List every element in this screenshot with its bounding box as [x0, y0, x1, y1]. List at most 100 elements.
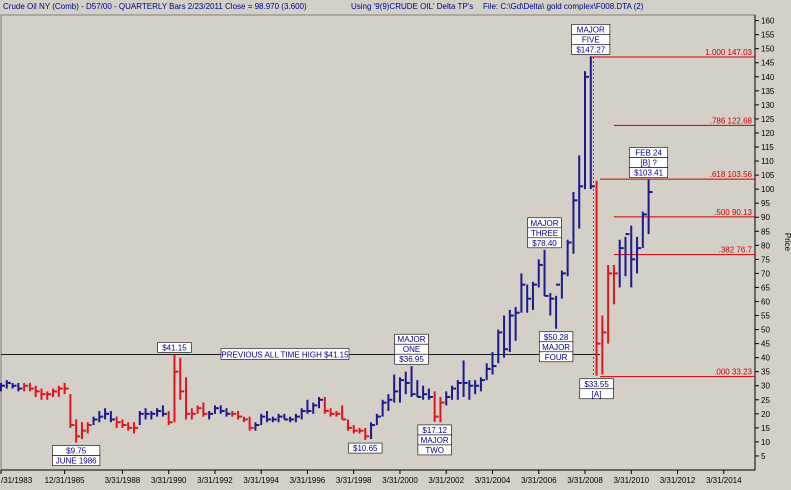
x-tick-label: 3/31/2002 [428, 476, 464, 485]
annotation-box [394, 353, 429, 365]
y-tick-label: 20 [761, 410, 770, 419]
annotation-box [538, 351, 574, 363]
annotation-box [629, 167, 669, 178]
fib-level-label: .382 76.7 [719, 246, 753, 255]
y-tick-label: 135 [761, 87, 775, 96]
annotation-label: MAJOR [577, 25, 605, 34]
fib-level-label: .786 122.68 [710, 116, 753, 125]
annotation-label: $41.15 [162, 343, 187, 352]
previous-high-label: PREVIOUS ALL TIME HIGH $41.15 [221, 350, 349, 359]
x-tick-label: 3/31/1998 [336, 476, 372, 485]
delta-file-using: Using '9(9)CRUDE OIL' Delta TP's [351, 2, 474, 11]
y-tick-label: 70 [761, 269, 770, 278]
x-axis-ticks: /31/1983 12/31/1985 3/31/1988 3/31/1990 3/31… [0, 470, 742, 485]
instrument-title: Crude Oil NY (Comb) - D57/00 - QUARTERLY… [3, 2, 307, 11]
y-tick-label: 150 [761, 45, 775, 54]
y-tick-label: 130 [761, 101, 775, 110]
annotation-box [579, 388, 614, 400]
x-tick-label: 3/31/1992 [197, 476, 233, 485]
y-tick-label: 160 [761, 17, 775, 26]
data-file-path: File: C:\Gd\Delta\ gold complex\F008.DTA… [483, 2, 644, 11]
y-tick-label: 85 [761, 227, 770, 236]
previous-high-label-box [220, 348, 350, 360]
y-tick-label: 95 [761, 199, 770, 208]
x-tick-label: 3/31/2004 [475, 476, 511, 485]
x-tick-label: 3/31/2014 [706, 476, 742, 485]
annotation-label: $9.75 [66, 447, 87, 456]
annotation-label: MAJOR [531, 219, 559, 228]
annotation-label: $17.12 [422, 426, 447, 435]
annotation-label: $33.55 [584, 380, 609, 389]
y-tick-label: 80 [761, 241, 770, 250]
fib-levels: 1.000 147.03 .786 122.68 .618 103.56 .500 9… [590, 48, 755, 378]
annotation-box [527, 237, 562, 249]
fib-level-label: .500 90.13 [714, 208, 752, 217]
annotation-label: $78.40 [532, 239, 557, 248]
annotation-label: THREE [531, 229, 558, 238]
annotation-label: JUNE 1986 [56, 457, 97, 466]
fib-level-label: .618 103.56 [710, 170, 753, 179]
annotation-box [348, 442, 383, 454]
annotation-label: $147.27 [576, 45, 605, 54]
y-tick-label: 60 [761, 297, 770, 306]
annotation-box [52, 455, 101, 466]
annotation-label: MAJOR [542, 343, 570, 352]
x-tick-label: 12/31/1985 [45, 476, 86, 485]
chart-header: Crude Oil NY (Comb) - D57/00 - QUARTERLY… [3, 2, 763, 14]
y-tick-label: 75 [761, 255, 770, 264]
annotation-label: $50.28 [544, 333, 569, 342]
x-tick-label: 3/31/1990 [151, 476, 187, 485]
y-tick-label: 115 [761, 143, 774, 152]
annotation-label: FIVE [582, 35, 600, 44]
fib-level-label: .000 33.23 [714, 368, 752, 377]
y-tick-label: 100 [761, 185, 775, 194]
x-tick-label: /31/1983 [1, 476, 33, 485]
annotation-label: MAJOR [421, 436, 449, 445]
x-tick-label: 3/31/1996 [290, 476, 326, 485]
y-tick-label: 40 [761, 354, 770, 363]
annotation-box [157, 342, 192, 353]
annotation-label: [B] ? [640, 159, 657, 168]
annotation-label: TWO [425, 446, 444, 455]
x-tick-label: 3/31/2008 [567, 476, 603, 485]
y-tick-label: 25 [761, 396, 770, 405]
annotation-box [571, 44, 611, 55]
x-tick-label: 3/31/2000 [382, 476, 418, 485]
y-tick-label: 90 [761, 213, 770, 222]
annotation-box [417, 444, 452, 456]
y-tick-label: 65 [761, 283, 770, 292]
y-tick-label: 120 [761, 129, 775, 138]
price-bars [0, 56, 653, 443]
annotation-label: $10.65 [353, 444, 378, 453]
y-tick-label: 55 [761, 312, 770, 321]
y-tick-label: 125 [761, 115, 775, 124]
annotation-label: MAJOR [398, 335, 426, 344]
x-tick-label: 3/31/2006 [521, 476, 557, 485]
y-axis-ticks: 5 10 15 20 25 30 35 40 45 50 55 60 65 70 75 80 85 90 95 100… [755, 17, 775, 461]
annotation-label: ONE [403, 345, 420, 354]
annotation-label: FOUR [545, 353, 568, 362]
y-tick-label: 10 [761, 438, 770, 447]
fib-level-label: 1.000 147.03 [705, 48, 752, 57]
x-tick-label: 3/31/1988 [105, 476, 141, 485]
y-tick-label: 50 [761, 326, 770, 335]
y-tick-label: 30 [761, 382, 770, 391]
y-tick-label: 45 [761, 340, 770, 349]
y-tick-label: 155 [761, 31, 775, 40]
x-tick-label: 3/31/2010 [613, 476, 649, 485]
x-tick-label: 3/31/1994 [243, 476, 279, 485]
previous-high-line: PREVIOUS ALL TIME HIGH $41.15 [1, 348, 601, 360]
y-tick-label: 5 [761, 452, 766, 461]
y-tick-label: 110 [761, 157, 774, 166]
annotation-label: $103.41 [634, 169, 663, 178]
y-tick-label: 35 [761, 368, 770, 377]
y-tick-label: 140 [761, 73, 775, 82]
annotation-label: [A] [592, 390, 602, 399]
y-tick-label: 15 [761, 424, 770, 433]
annotation-label: $36.95 [399, 355, 424, 364]
annotation-label: FEB 24 [635, 149, 662, 158]
y-tick-label: 145 [761, 59, 775, 68]
